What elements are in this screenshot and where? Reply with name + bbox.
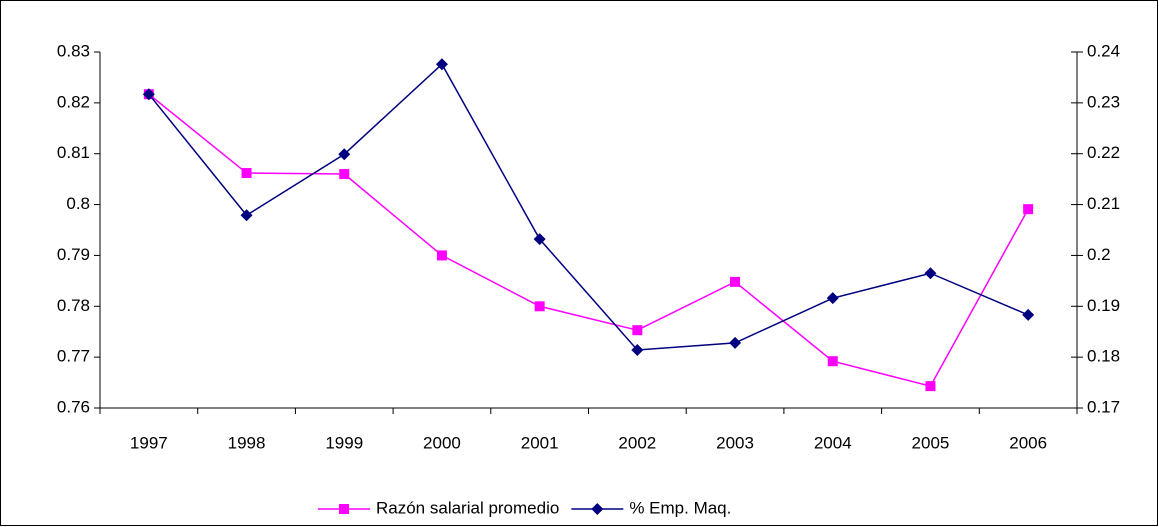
y2-tick-label: 0.18 — [1087, 347, 1120, 366]
x-tick-label: 1997 — [130, 433, 168, 452]
y-tick-label: 0.8 — [66, 194, 90, 213]
point — [533, 233, 546, 246]
point — [827, 356, 838, 367]
x-tick-label: 2000 — [423, 433, 461, 452]
y-tick-label: 0.79 — [57, 245, 90, 264]
point — [632, 325, 643, 336]
x-tick-label: 1998 — [228, 433, 266, 452]
y2-tick-label: 0.19 — [1087, 296, 1120, 315]
x-tick-label: 1999 — [325, 433, 363, 452]
point — [1022, 308, 1035, 321]
point — [436, 250, 447, 261]
point — [534, 301, 545, 312]
x-tick-label: 2001 — [521, 433, 559, 452]
x-tick-label: 2003 — [716, 433, 754, 452]
y-tick-label: 0.81 — [57, 143, 90, 162]
y2-tick-label: 0.22 — [1087, 143, 1120, 162]
point — [729, 336, 742, 349]
legend-label: % Emp. Maq. — [629, 498, 731, 517]
y-tick-label: 0.82 — [57, 92, 90, 111]
point — [631, 344, 644, 357]
legend-marker — [339, 504, 349, 514]
point — [925, 381, 936, 392]
legend-label: Razón salarial promedio — [376, 498, 559, 517]
point — [241, 168, 252, 179]
x-tick-label: 2004 — [814, 433, 852, 452]
point — [730, 276, 741, 287]
point — [435, 58, 448, 71]
series-line — [148, 63, 1029, 351]
x-tick-label: 2006 — [1009, 433, 1047, 452]
y2-tick-label: 0.24 — [1087, 41, 1120, 60]
point — [924, 267, 937, 280]
point — [338, 148, 351, 161]
x-tick-label: 2002 — [618, 433, 656, 452]
y-tick-label: 0.78 — [57, 296, 90, 315]
y2-tick-label: 0.2 — [1087, 245, 1111, 264]
y-tick-label: 0.77 — [57, 347, 90, 366]
point — [1023, 204, 1034, 215]
series-line — [148, 93, 1029, 388]
x-tick-label: 2005 — [912, 433, 950, 452]
y2-tick-label: 0.23 — [1087, 92, 1120, 111]
point — [142, 88, 155, 101]
y-tick-label: 0.76 — [57, 397, 90, 416]
point — [826, 292, 839, 305]
point — [339, 169, 350, 180]
y-tick-label: 0.83 — [57, 41, 90, 60]
point — [240, 209, 253, 222]
legend-marker — [591, 503, 604, 515]
y2-tick-label: 0.21 — [1087, 194, 1120, 213]
y2-tick-label: 0.17 — [1087, 397, 1120, 416]
